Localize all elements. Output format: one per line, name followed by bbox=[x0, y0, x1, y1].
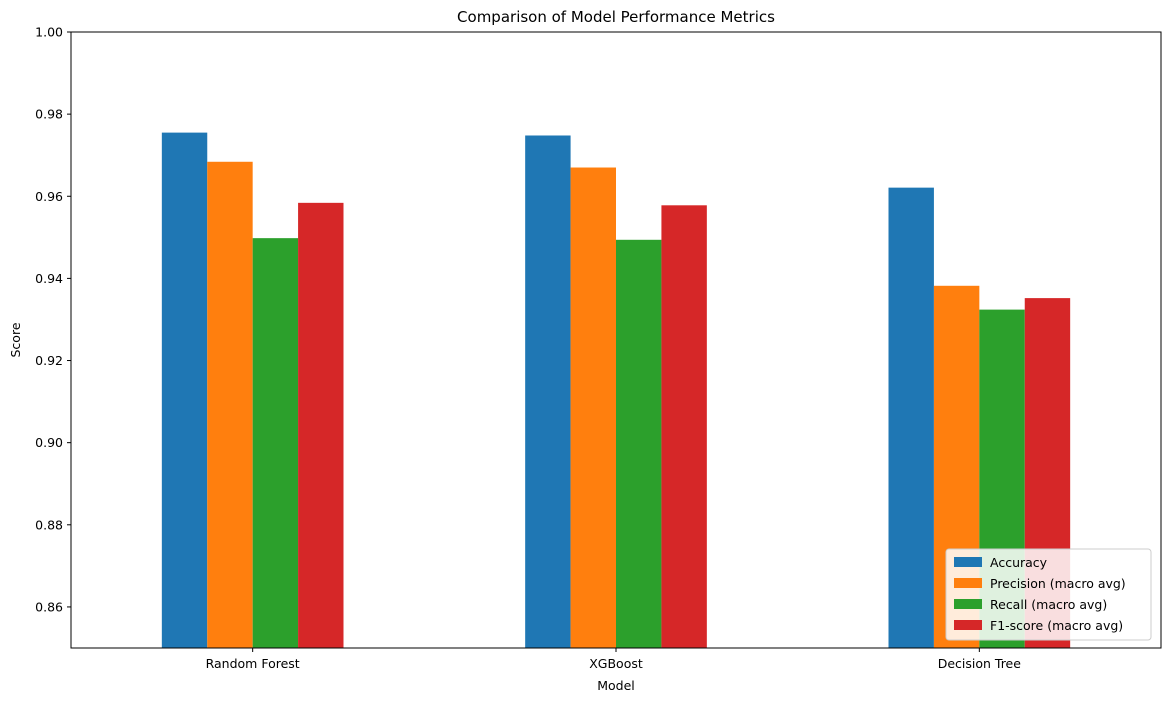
bar-accuracy-xgboost bbox=[525, 135, 571, 649]
legend-swatch bbox=[954, 620, 982, 630]
x-axis-title: Model bbox=[597, 678, 635, 693]
bar-precision-macro-avg-xgboost bbox=[570, 167, 616, 648]
y-tick-label: 0.94 bbox=[35, 271, 63, 286]
bar-f1-score-macro-avg-random-forest bbox=[298, 202, 344, 648]
legend-label: Precision (macro avg) bbox=[990, 576, 1126, 591]
axes-layer: 0.86 0.88 0.90 0.92 0.94 0.96 0.98 1.00 Random F… bbox=[35, 25, 1162, 671]
bars-layer bbox=[161, 132, 1071, 649]
y-tick-label: 1.00 bbox=[35, 25, 63, 40]
bar-recall-macro-avg-xgboost bbox=[616, 239, 662, 649]
bar-accuracy-decision-tree bbox=[888, 187, 934, 648]
legend: Accuracy Precision (macro avg) Recall (mac… bbox=[945, 548, 1152, 641]
y-tick-label: 0.98 bbox=[35, 107, 63, 122]
x-tick-label: Random Forest bbox=[206, 656, 300, 671]
y-tick-label: 0.92 bbox=[35, 353, 63, 368]
bar-f1-score-macro-avg-xgboost bbox=[661, 205, 707, 649]
y-axis-title: Score bbox=[8, 322, 23, 357]
y-tick-label: 0.96 bbox=[35, 189, 63, 204]
legend-swatch bbox=[954, 578, 982, 588]
legend-label: F1-score (macro avg) bbox=[990, 618, 1123, 633]
bar-accuracy-random-forest bbox=[161, 132, 208, 649]
bar-recall-macro-avg-random-forest bbox=[252, 238, 299, 648]
y-tick-label: 0.86 bbox=[35, 599, 63, 614]
y-tick-label: 0.88 bbox=[35, 517, 63, 532]
bar-precision-macro-avg-random-forest bbox=[207, 161, 253, 648]
legend-swatch bbox=[954, 557, 982, 567]
y-tick-label: 0.90 bbox=[35, 435, 63, 450]
legend-box bbox=[945, 548, 1152, 641]
legend-label: Accuracy bbox=[990, 555, 1048, 570]
legend-label: Recall (macro avg) bbox=[990, 597, 1107, 612]
x-tick-label: XGBoost bbox=[589, 656, 643, 671]
chart-title: Comparison of Model Performance Metrics bbox=[457, 8, 775, 26]
x-tick-label: Decision Tree bbox=[938, 656, 1022, 671]
legend-swatch bbox=[954, 599, 982, 609]
